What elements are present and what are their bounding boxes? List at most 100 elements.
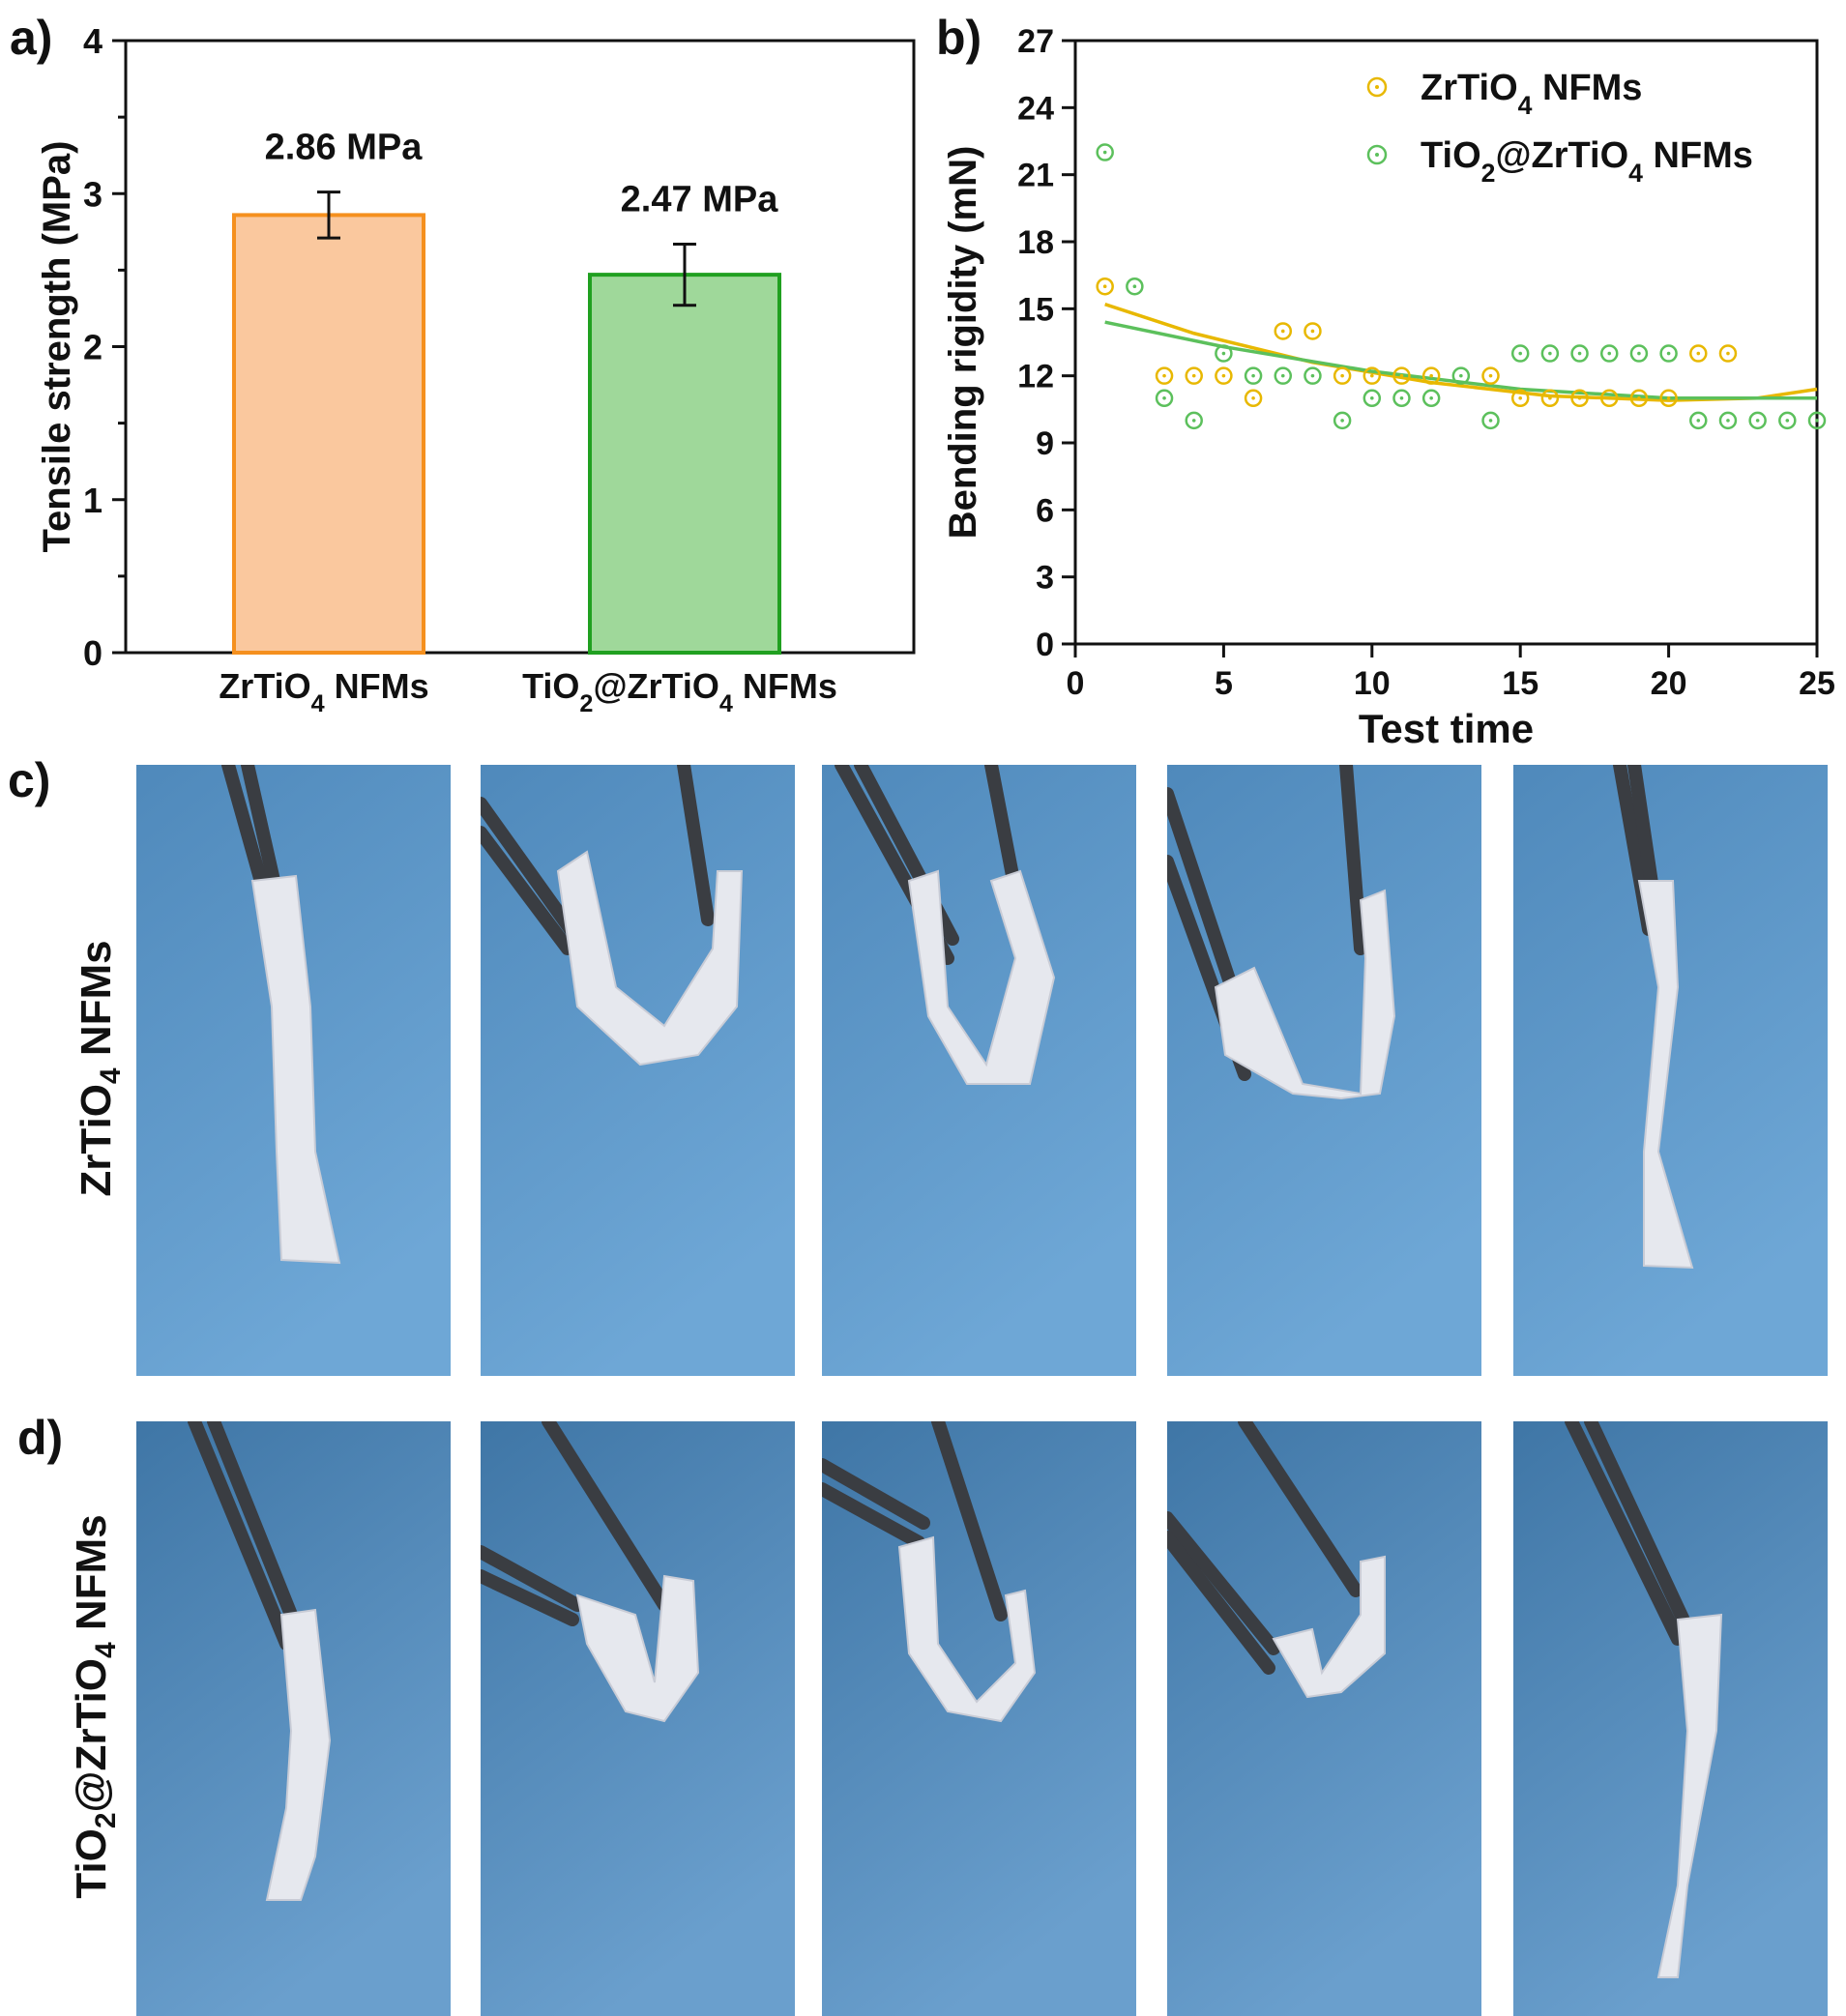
data-point: [1570, 344, 1589, 363]
marker-dot: [1429, 373, 1433, 378]
data-point: [1155, 389, 1174, 408]
photo-d-2: [481, 1421, 795, 2016]
marker-ring: [1510, 389, 1530, 408]
legend-label: TiO2@ZrTiO4 NFMs: [1421, 135, 1753, 188]
data-point: [1126, 277, 1144, 296]
tweezer-arm: [481, 1569, 579, 1626]
marker-ring: [1540, 344, 1560, 363]
y-tick-label: 15: [1017, 291, 1054, 328]
data-point: [1215, 366, 1233, 385]
marker-dot: [1162, 395, 1166, 400]
data-point: [1185, 411, 1203, 430]
photo-image: [1513, 765, 1828, 1376]
marker-ring: [1333, 366, 1352, 385]
data-point: [1629, 344, 1649, 363]
marker-ring: [1510, 344, 1530, 363]
data-point: [1599, 389, 1619, 408]
marker-ring: [1481, 366, 1500, 385]
y-tick-label: 3: [1036, 560, 1054, 597]
data-point: [1689, 344, 1708, 363]
photo-d-1: [136, 1421, 451, 2016]
data-point: [1718, 344, 1738, 363]
tweezer-arm: [677, 765, 715, 926]
marker-ring: [1333, 411, 1352, 430]
data-point: [1807, 411, 1827, 430]
tweezer-arm: [481, 1545, 584, 1612]
x-tick-label: 15: [1502, 665, 1538, 702]
scatter-chart-bending-rigidity: 0 3 6 9 12 15 18 21 24 27 0 5 10 15 20 25 Test time Bendi…: [942, 23, 1835, 751]
y-tick-label: 4: [83, 21, 103, 61]
legend-label: ZrTiO4 NFMs: [1421, 68, 1642, 120]
data-point: [1304, 322, 1322, 340]
marker-dot: [1488, 373, 1493, 378]
data-label: 2.47 MPa: [621, 179, 779, 219]
y-tick-label: 0: [1036, 627, 1054, 663]
photo-background: [1167, 1421, 1481, 2016]
photo-image: [822, 1421, 1136, 2016]
tweezer-arm: [1167, 1531, 1275, 1675]
tweezer-arm: [1584, 1421, 1699, 1646]
marker-ring: [1155, 389, 1174, 408]
x-tick-label: 25: [1799, 665, 1835, 702]
row-label-c: ZrTiO4 NFMs: [73, 940, 127, 1197]
membrane-strip: [575, 1574, 700, 1723]
photo-image: [136, 765, 451, 1376]
x-category-label: ZrTiO4 NFMs: [219, 666, 428, 717]
photo-c-2: [481, 765, 795, 1376]
marker-dot: [1666, 395, 1671, 400]
tweezer-arm: [822, 1458, 930, 1530]
panel-label-b: b): [936, 11, 982, 65]
marker-dot: [1340, 373, 1344, 378]
x-tick-label: 0: [1067, 665, 1085, 702]
membrane-strip: [1637, 880, 1694, 1270]
x-axis-label: Test time: [1359, 706, 1534, 751]
marker-ring: [1421, 389, 1441, 408]
marker-ring: [1244, 389, 1263, 408]
legend-marker-dot: [1375, 85, 1379, 89]
membrane-strip: [265, 1608, 332, 1901]
y-axis-label: Bending rigidity (mN): [942, 146, 984, 540]
data-point: [1570, 389, 1589, 408]
marker-dot: [1459, 373, 1463, 378]
data-point: [1689, 411, 1708, 430]
marker-dot: [1370, 395, 1374, 400]
marker-dot: [1607, 351, 1612, 356]
y-tick-label: 9: [1036, 425, 1054, 462]
marker-ring: [1096, 277, 1114, 296]
marker-dot: [1132, 284, 1137, 289]
marker-ring: [1718, 411, 1738, 430]
data-point: [1185, 366, 1203, 385]
data-point: [1599, 344, 1619, 363]
data-point: [1333, 411, 1352, 430]
marker-ring: [1274, 366, 1293, 385]
data-label: 2.86 MPa: [265, 128, 424, 168]
data-point: [1421, 389, 1441, 408]
marker-ring: [1421, 366, 1441, 385]
marker-ring: [1689, 344, 1708, 363]
photo-d-5: [1513, 1421, 1828, 2016]
data-point: [1540, 344, 1560, 363]
tweezer-arm: [481, 826, 574, 955]
marker-dot: [1666, 351, 1671, 356]
tweezer-arm: [984, 765, 1022, 897]
marker-dot: [1815, 419, 1819, 423]
marker-dot: [1102, 150, 1107, 155]
marker-dot: [1548, 351, 1552, 356]
photo-c-1: [136, 765, 451, 1376]
marker-dot: [1429, 395, 1433, 400]
tweezer-arm: [207, 1421, 308, 1646]
y-tick-label: 0: [83, 633, 103, 673]
marker-dot: [1191, 419, 1196, 423]
data-point: [1451, 366, 1471, 385]
marker-dot: [1726, 351, 1730, 356]
marker-dot: [1637, 351, 1641, 356]
y-tick-label: 1: [83, 481, 103, 520]
fit-curve: [1104, 303, 1818, 402]
photo-d-4: [1167, 1421, 1481, 2016]
data-point: [1096, 143, 1114, 161]
marker-dot: [1280, 329, 1285, 334]
data-point: [1510, 344, 1530, 363]
marker-ring: [1215, 344, 1233, 363]
marker-dot: [1488, 419, 1493, 423]
marker-dot: [1280, 373, 1285, 378]
